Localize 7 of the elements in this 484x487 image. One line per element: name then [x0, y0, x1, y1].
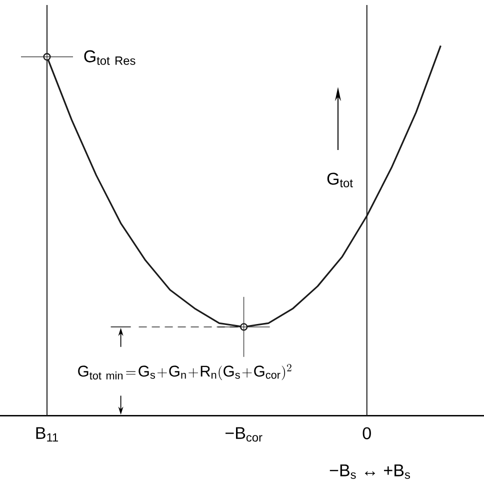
- annotation: $\mathrm{G}_{\mathrm{tot\ min}}\!=\!\mathrm{G}_{\mathrm{s}}\!+\!\mathrm{G}_{\mathrm{n}}\!+\!\mathrm{R}_{\mathrm{n}}(\mathrm{G}_{\mathrm{s}}\!+\!\mathrm{G}_{\mathrm{cor}})^{2}$: [78, 364, 292, 380]
- x-tick-label: −B$_{cor}$: [226, 427, 262, 442]
- y-axis-title: G$_{tot}$: [327, 172, 353, 188]
- x-tick-label: B$_{11}$: [36, 427, 58, 442]
- x-tick-label: 0: [362, 427, 371, 440]
- x-axis-title: −B$_{s}$ ↔ +B$_{s}$: [330, 464, 410, 479]
- annotation: $\mathrm{G}_{\mathrm{tot\ Res}}$: [84, 50, 136, 65]
